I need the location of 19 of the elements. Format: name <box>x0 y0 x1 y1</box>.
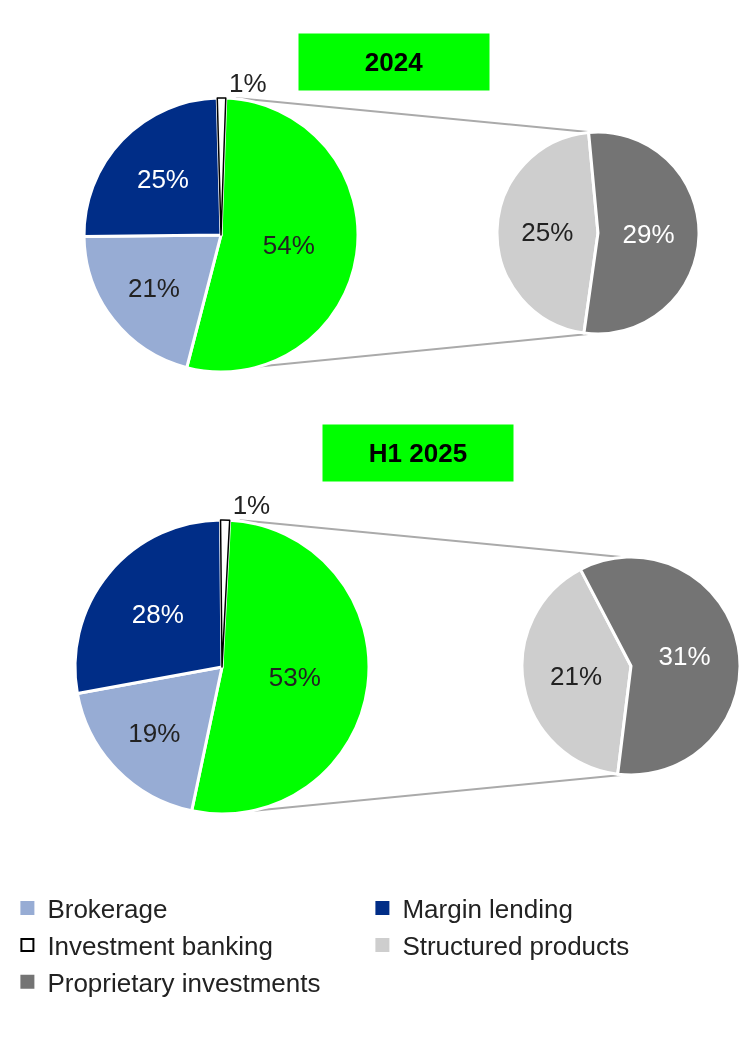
data-label: 25% <box>521 216 574 247</box>
data-label: 31% <box>658 641 711 672</box>
data-label: 54% <box>262 229 315 260</box>
data-label: 21% <box>127 272 180 303</box>
data-label: 1% <box>229 68 267 98</box>
data-label: 1% <box>232 490 271 521</box>
legend-label: Margin lending <box>402 894 573 925</box>
data-label: 25% <box>136 164 189 195</box>
data-label: 28% <box>131 598 184 629</box>
legend-label: Brokerage <box>47 894 168 925</box>
legend-label: Investment banking <box>47 931 273 962</box>
data-label: 21% <box>550 660 603 691</box>
data-label: 53% <box>268 661 321 692</box>
legend-label: Structured products <box>402 931 630 962</box>
data-label: 29% <box>622 219 675 250</box>
chart-title: 2024 <box>364 47 424 77</box>
chart-title: H1 2025 <box>368 438 468 468</box>
legend-label: Proprietary investments <box>47 967 321 998</box>
data-label: 19% <box>128 717 181 748</box>
